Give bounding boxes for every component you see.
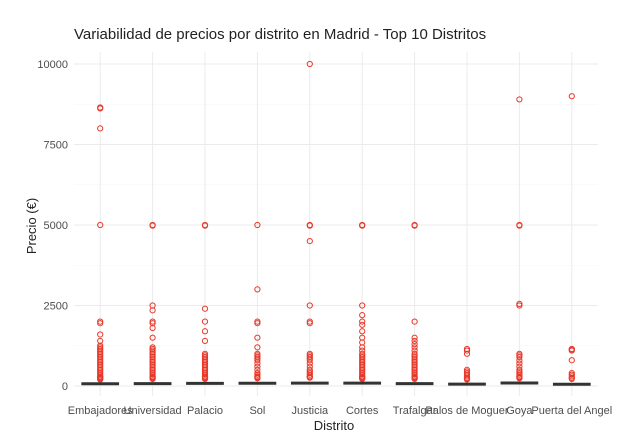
outlier-point <box>359 321 366 328</box>
x-tick-label: Sol <box>249 405 265 417</box>
outlier-point <box>306 60 313 68</box>
outlier-point <box>306 360 313 367</box>
outlier-point <box>97 376 104 383</box>
outlier-point <box>411 344 418 351</box>
outlier-point <box>411 222 418 229</box>
x-tick-label: Puerta del Angel <box>531 405 612 417</box>
outlier-point <box>516 353 523 361</box>
y-tick-label: 7500 <box>44 140 68 152</box>
x-tick-label: Palacio <box>187 405 223 417</box>
outlier-point <box>359 222 366 229</box>
x-tick-label: Embajadores <box>68 405 133 417</box>
outlier-point <box>463 376 471 383</box>
y-tick-label: 5000 <box>44 220 68 232</box>
outlier-points <box>97 60 575 383</box>
outlier-point <box>516 375 523 382</box>
outlier-point <box>201 222 209 229</box>
outlier-point <box>568 357 575 364</box>
outlier-point <box>254 286 261 293</box>
outlier-point <box>254 320 261 327</box>
outlier-point <box>201 318 209 325</box>
outlier-point <box>149 324 156 332</box>
outlier-point <box>149 307 156 314</box>
chart-title: Variabilidad de precios por distrito en … <box>74 26 486 43</box>
outlier-point <box>201 337 209 345</box>
outlier-point <box>463 350 471 357</box>
outlier-point <box>411 375 418 383</box>
outlier-point <box>516 222 523 229</box>
outlier-point <box>411 341 418 348</box>
outlier-point <box>306 357 313 364</box>
outlier-point <box>411 318 418 325</box>
outlier-point <box>411 337 418 345</box>
outlier-point <box>254 360 261 367</box>
outlier-point <box>463 347 471 354</box>
outlier-point <box>97 105 104 112</box>
x-tick-label: Palos de Moguer <box>425 405 508 417</box>
y-axis-label: Precio (€) <box>24 198 39 254</box>
outlier-point <box>306 374 313 381</box>
outlier-point <box>149 375 156 383</box>
outlier-point <box>411 334 418 341</box>
outlier-point <box>306 238 313 245</box>
outlier-point <box>568 347 575 354</box>
x-tick-label: Trafalgar <box>393 405 437 417</box>
x-tick-label: Universidad <box>124 405 182 417</box>
outlier-point <box>306 222 313 229</box>
y-tick-label: 2500 <box>44 301 68 313</box>
x-tick-label: Justicia <box>291 405 329 417</box>
outlier-point <box>359 318 366 325</box>
outlier-point <box>359 344 366 351</box>
outlier-point <box>254 363 261 370</box>
outlier-point <box>97 221 104 229</box>
outlier-point <box>201 375 209 383</box>
y-tick-label: 10000 <box>37 59 68 71</box>
outlier-point <box>359 302 366 309</box>
outlier-point <box>201 305 209 312</box>
outlier-point <box>201 328 209 335</box>
outlier-point <box>254 221 261 229</box>
grid <box>74 52 598 396</box>
outlier-point <box>516 96 523 103</box>
outlier-point <box>359 375 366 383</box>
outlier-point <box>306 302 313 309</box>
outlier-point <box>149 334 156 341</box>
boxes <box>81 381 591 386</box>
outlier-point <box>149 222 156 229</box>
x-axis-label: Distrito <box>314 418 354 433</box>
outlier-point <box>97 331 104 338</box>
outlier-point <box>254 357 261 364</box>
y-tick-label: 0 <box>62 381 68 393</box>
outlier-point <box>516 302 523 309</box>
outlier-point <box>254 375 261 382</box>
outlier-point <box>568 375 575 383</box>
outlier-point <box>568 93 575 100</box>
outlier-point <box>97 125 104 132</box>
outlier-point <box>97 320 104 327</box>
x-tick-label: Goya <box>506 405 533 417</box>
outlier-point <box>254 334 261 341</box>
y-axis-ticks: 0 2500 5000 7500 10000 <box>37 59 68 393</box>
outlier-point <box>516 360 523 367</box>
outlier-point <box>306 320 313 327</box>
outlier-point <box>359 312 366 319</box>
outlier-point <box>254 344 261 351</box>
x-tick-label: Cortes <box>346 405 379 417</box>
outlier-point <box>359 328 366 335</box>
outlier-point <box>516 357 523 364</box>
